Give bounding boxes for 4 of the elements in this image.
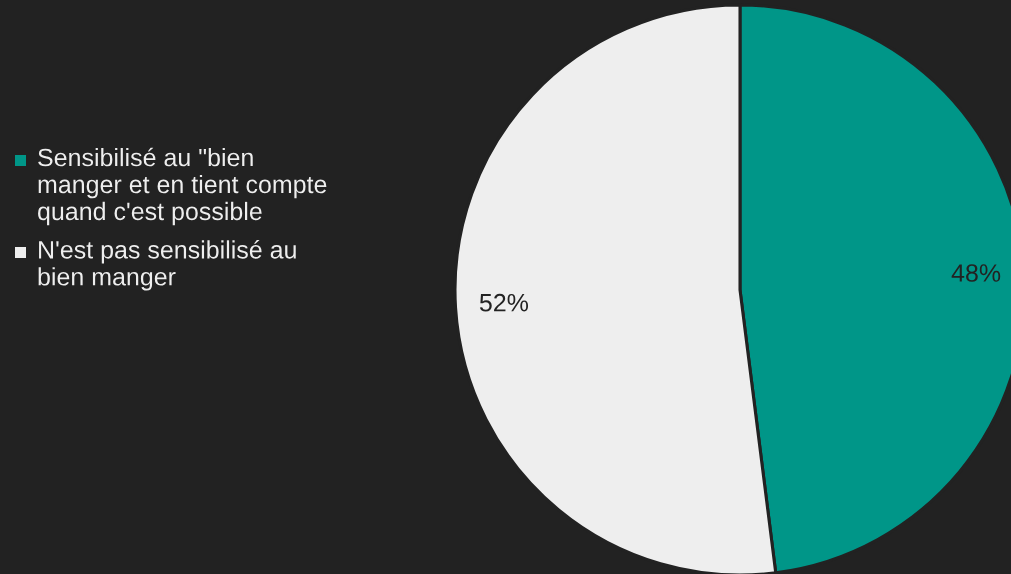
legend-label: N'est pas sensibilisé au bien manger: [38, 240, 296, 291]
data-label: 48%: [951, 264, 1001, 282]
legend-label: Sensibilisé au "bien manger et en tient compte quand c'est possible: [38, 147, 327, 226]
data-label: 52%: [479, 293, 529, 312]
